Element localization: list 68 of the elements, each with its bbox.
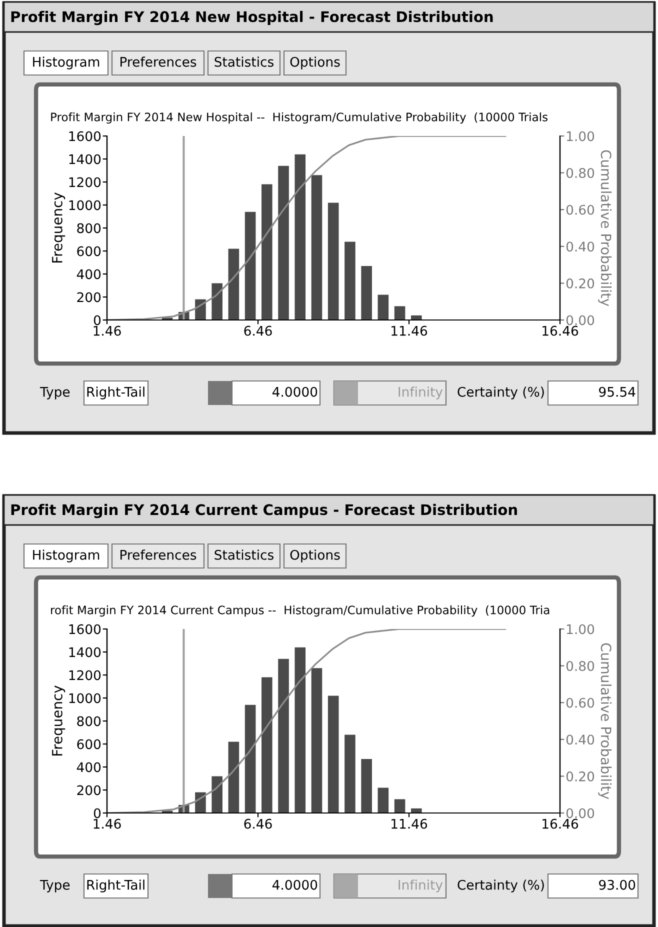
y2-tick-label: 1.00 — [567, 624, 594, 634]
y-tick-label: 400 — [76, 269, 101, 280]
text: Options — [290, 550, 340, 562]
text: Preferences — [120, 56, 196, 67]
text: Right-Tail — [87, 880, 144, 892]
text: Infinity — [398, 386, 443, 400]
y-tick-label: 400 — [76, 762, 101, 772]
y-axis-title: Frequency — [52, 192, 66, 263]
text: 4.0000 — [272, 386, 318, 397]
text: Type — [40, 880, 70, 892]
y2-tick-label: 0.80 — [566, 168, 594, 178]
y-tick-label: 1000 — [69, 200, 101, 210]
text: Histogram — [33, 550, 100, 562]
y-tick-label: 1200 — [69, 177, 101, 188]
y2-tick-label: 0.60 — [566, 698, 594, 708]
text: Type — [40, 387, 70, 400]
y2-tick-label: 0.00 — [566, 315, 594, 326]
text: Preferences — [120, 550, 196, 560]
y2-tick-label: 0.40 — [566, 242, 594, 252]
text: Options — [290, 56, 340, 70]
y-tick-label: 1200 — [69, 670, 101, 680]
y2-tick-label: 0.40 — [566, 734, 594, 745]
chart-subtitle: Profit Margin FY 2014 New Hospital -- Histogram/Cumulative Probability (10000 Trials — [51, 112, 548, 124]
text: Right-Tail — [87, 386, 144, 400]
text: Statistics — [214, 550, 274, 560]
text: Histogram — [33, 56, 100, 70]
text: Certainty (%) — [458, 386, 544, 400]
y2-tick-label: 0.80 — [566, 661, 594, 671]
x-tick-label: 1.46 — [94, 818, 121, 829]
chart-subtitle: rofit Margin FY 2014 Current Campus -- Histogram/Cumulative Probability (10000 Tria — [51, 605, 550, 617]
y2-axis-title: Cumulative Probability — [598, 643, 612, 800]
x-tick-label: 11.46 — [392, 326, 428, 336]
x-tick-label: 16.46 — [542, 326, 578, 336]
chart-title: Profit Margin FY 2014 New Hospital - Forecast Distribution — [11, 10, 493, 26]
y-axis-title: Frequency — [52, 686, 66, 756]
text: Statistics — [214, 56, 274, 67]
y2-tick-label: 1.00 — [567, 131, 594, 142]
line-series — [107, 136, 506, 320]
x-tick-label: 6.46 — [244, 818, 272, 829]
y2-tick-label: 0.20 — [566, 771, 594, 782]
y2-tick-label: 0.20 — [566, 278, 594, 288]
y-tick-label: 1600 — [69, 624, 101, 634]
y-tick-label: 0 — [94, 315, 101, 326]
y-tick-label: 600 — [77, 739, 101, 750]
text: 4.0000 — [272, 880, 318, 890]
y-tick-label: 800 — [77, 223, 101, 234]
line-series — [107, 629, 506, 813]
text: Certainty (%) — [458, 880, 544, 892]
y-tick-label: 600 — [77, 246, 101, 256]
text: 95.54 — [599, 386, 636, 397]
text: 93.00 — [599, 880, 636, 890]
y-tick-label: 200 — [77, 785, 101, 796]
y-tick-label: 1000 — [69, 693, 101, 704]
x-tick-label: 6.46 — [244, 326, 272, 336]
y-tick-label: 1400 — [69, 647, 101, 658]
chart-title: Profit Margin FY 2014 Current Campus - Forecast Distribution — [11, 504, 517, 518]
text: Infinity — [398, 880, 443, 892]
y2-tick-label: 0.00 — [566, 808, 594, 818]
x-tick-label: 11.46 — [392, 818, 428, 829]
y2-axis-title: Cumulative Probability — [598, 150, 612, 306]
y-tick-label: 1600 — [69, 131, 101, 142]
y2-tick-label: 0.60 — [566, 204, 594, 215]
x-tick-label: 16.46 — [542, 818, 578, 829]
y-tick-label: 1400 — [69, 154, 101, 164]
x-tick-label: 1.46 — [94, 326, 121, 336]
y-tick-label: 200 — [77, 292, 101, 302]
y-tick-label: 800 — [77, 716, 101, 726]
y-tick-label: 0 — [94, 808, 101, 818]
